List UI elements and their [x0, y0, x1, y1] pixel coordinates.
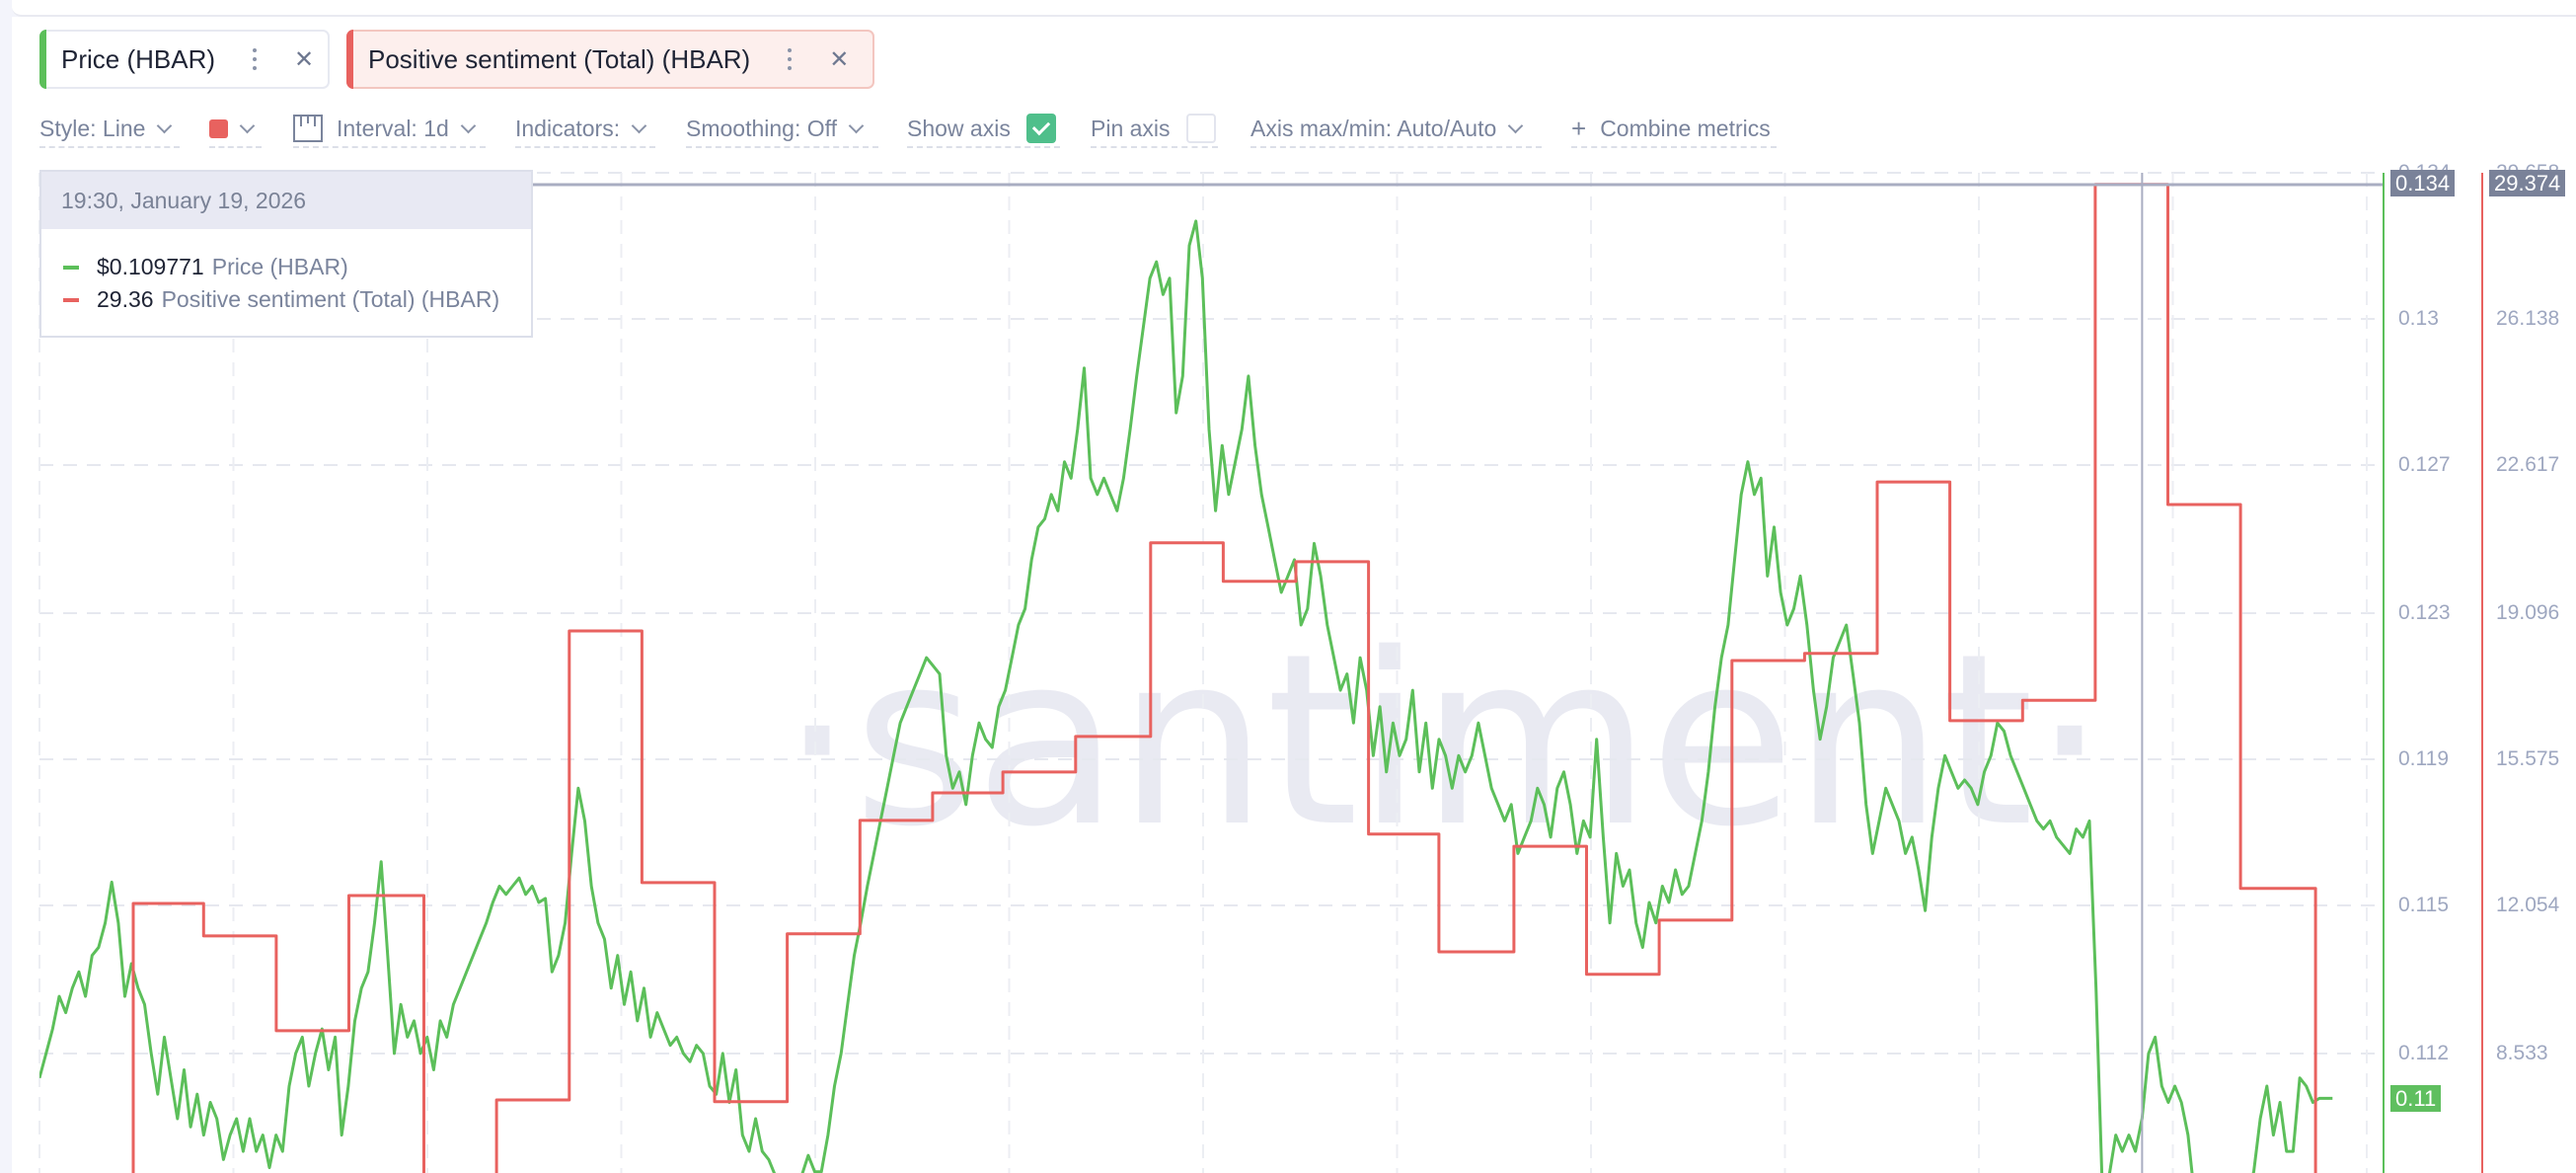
- sentiment-crosshair-badge: 29.374: [2489, 170, 2566, 196]
- metric-color-bar: [346, 30, 353, 89]
- show-axis-label: Show axis: [907, 115, 1011, 141]
- combine-metrics-button[interactable]: + Combine metrics: [1571, 111, 1777, 148]
- sentiment-tick: 22.617: [2496, 453, 2560, 476]
- interval-dropdown[interactable]: Interval: 1d: [293, 111, 486, 148]
- more-options-icon[interactable]: [786, 48, 794, 70]
- color-swatch-icon: [209, 118, 228, 138]
- sentiment-tick: 15.575: [2496, 747, 2560, 770]
- more-options-icon[interactable]: [251, 48, 259, 70]
- price-tick: 0.13: [2398, 307, 2439, 330]
- tooltip-value: 29.36: [97, 286, 154, 312]
- sentiment-legend-dash-icon: [63, 297, 79, 302]
- price-legend-dash-icon: [63, 265, 79, 270]
- sentiment-tick: 12.054: [2496, 894, 2560, 916]
- price-tick: 0.112: [2398, 1042, 2449, 1064]
- close-icon[interactable]: ✕: [829, 45, 850, 73]
- tooltip-metric-name: Positive sentiment (Total) (HBAR): [161, 286, 500, 312]
- tooltip-value: $0.109771: [97, 254, 204, 279]
- pin-axis-toggle[interactable]: Pin axis: [1091, 111, 1218, 148]
- ruler-icon: [293, 115, 323, 142]
- axis-max-min-dropdown[interactable]: Axis max/min: Auto/Auto: [1250, 111, 1542, 148]
- sentiment-tick: 26.138: [2496, 307, 2560, 330]
- metric-color-bar: [39, 30, 46, 89]
- style-dropdown[interactable]: Style: Line: [39, 111, 180, 148]
- santiment-watermark: ·santiment·: [780, 602, 2107, 879]
- metric-tab-label: Positive sentiment (Total) (HBAR): [368, 43, 751, 74]
- price-last-value-badge: 0.11: [2390, 1085, 2442, 1112]
- pin-axis-checkbox[interactable]: [1185, 114, 1216, 143]
- style-label: Style: Line: [39, 115, 146, 141]
- top-card-edge: [12, 0, 2576, 17]
- metric-tab-price[interactable]: Price (HBAR) ✕: [39, 30, 330, 89]
- price-tick: 0.115: [2398, 894, 2449, 916]
- tooltip-row-sentiment: 29.36 Positive sentiment (Total) (HBAR): [41, 283, 531, 316]
- price-tick: 0.123: [2398, 601, 2451, 624]
- show-axis-toggle[interactable]: Show axis: [907, 111, 1060, 148]
- tooltip-row-price: $0.109771 Price (HBAR): [41, 251, 531, 283]
- metric-tab-label: Price (HBAR): [61, 43, 216, 74]
- close-icon[interactable]: ✕: [294, 45, 315, 73]
- series-lines: [39, 183, 2333, 1173]
- indicators-dropdown[interactable]: Indicators:: [515, 111, 655, 148]
- chart-tooltip: 19:30, January 19, 2026 $0.109771 Price …: [39, 170, 533, 338]
- smoothing-label: Smoothing: Off: [686, 115, 837, 141]
- price-crosshair-badge: 0.134: [2390, 170, 2456, 196]
- tooltip-datetime: 19:30, January 19, 2026: [41, 172, 531, 229]
- metric-tab-positive-sentiment[interactable]: Positive sentiment (Total) (HBAR) ✕: [346, 30, 874, 89]
- interval-label: Interval: 1d: [337, 115, 449, 141]
- smoothing-dropdown[interactable]: Smoothing: Off: [686, 111, 878, 148]
- color-dropdown[interactable]: [209, 111, 262, 148]
- price-tick: 0.119: [2398, 747, 2449, 770]
- sentiment-tick: 8.533: [2496, 1042, 2548, 1064]
- indicators-label: Indicators:: [515, 115, 621, 141]
- price-tick: 0.127: [2398, 453, 2451, 476]
- combine-metrics-label: Combine metrics: [1600, 115, 1771, 141]
- plus-icon: +: [1571, 113, 1587, 143]
- tooltip-metric-name: Price (HBAR): [211, 254, 348, 279]
- show-axis-checkbox[interactable]: [1025, 114, 1056, 143]
- pin-axis-label: Pin axis: [1091, 115, 1171, 141]
- axis-max-min-label: Axis max/min: Auto/Auto: [1250, 115, 1497, 141]
- sentiment-tick: 19.096: [2496, 601, 2560, 624]
